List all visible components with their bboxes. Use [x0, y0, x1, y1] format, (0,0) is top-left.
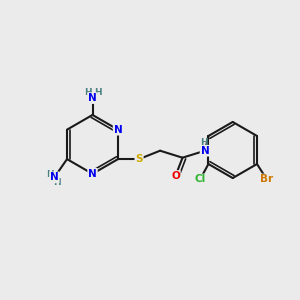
Text: H: H	[84, 88, 91, 97]
Text: N: N	[50, 172, 59, 182]
Text: O: O	[171, 171, 180, 181]
Text: Br: Br	[260, 174, 273, 184]
Text: Cl: Cl	[194, 174, 206, 184]
Text: H: H	[94, 88, 101, 97]
Text: N: N	[88, 169, 97, 179]
Text: H: H	[201, 138, 208, 147]
Text: S: S	[135, 154, 143, 164]
Text: N: N	[201, 146, 209, 156]
Text: H: H	[53, 178, 61, 188]
Text: N: N	[88, 93, 97, 103]
Text: H: H	[46, 170, 54, 179]
Text: N: N	[114, 125, 122, 135]
